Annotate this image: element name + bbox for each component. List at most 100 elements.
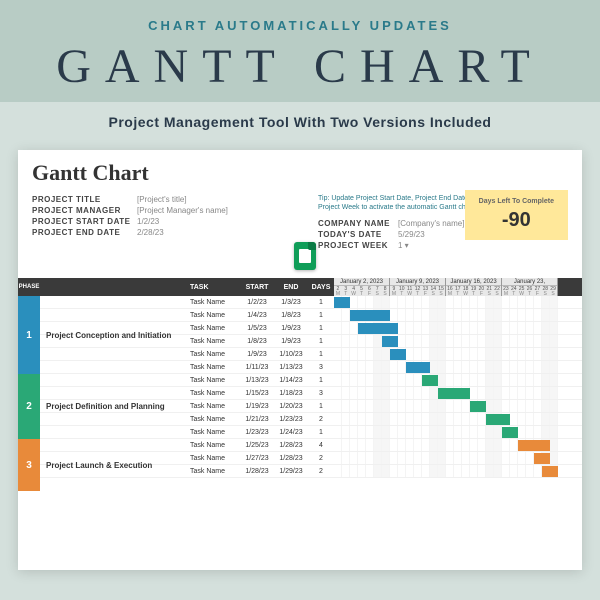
grid-row bbox=[334, 452, 582, 465]
meta-value[interactable]: 5/29/23 bbox=[398, 230, 425, 239]
task-end: 1/8/23 bbox=[274, 312, 308, 319]
task-start: 1/5/23 bbox=[240, 325, 274, 332]
task-start: 1/4/23 bbox=[240, 312, 274, 319]
task-name: Task Name bbox=[190, 364, 240, 371]
gantt-bar[interactable] bbox=[486, 414, 510, 425]
google-sheets-icon bbox=[294, 242, 316, 270]
task-start: 1/8/23 bbox=[240, 338, 274, 345]
day-cell: 10T bbox=[398, 286, 406, 296]
phase-number-block: 2 bbox=[18, 374, 40, 439]
days-left-box: Days Left To Complete -90 bbox=[465, 190, 568, 240]
grid-row bbox=[334, 387, 582, 400]
meta-label: PROJECT END DATE bbox=[32, 228, 137, 237]
grid-row bbox=[334, 400, 582, 413]
task-start: 1/23/23 bbox=[240, 429, 274, 436]
task-days: 1 bbox=[308, 377, 334, 384]
task-end: 1/28/23 bbox=[274, 442, 308, 449]
task-name: Task Name bbox=[190, 325, 240, 332]
day-cell: 21S bbox=[485, 286, 493, 296]
day-cell: 7S bbox=[373, 286, 381, 296]
week-block: January 2, 20232M3T4W5T6F7S8S bbox=[334, 278, 390, 296]
gantt-bar[interactable] bbox=[390, 349, 406, 360]
task-name: Task Name bbox=[190, 403, 240, 410]
task-name: Task Name bbox=[190, 338, 240, 345]
task-start: 1/9/23 bbox=[240, 351, 274, 358]
task-end: 1/9/23 bbox=[274, 325, 308, 332]
grid-row bbox=[334, 374, 582, 387]
task-days: 1 bbox=[308, 325, 334, 332]
meta-value[interactable]: [Project Manager's name] bbox=[137, 206, 228, 215]
task-days: 1 bbox=[308, 351, 334, 358]
grid-row bbox=[334, 348, 582, 361]
week-block: January 16, 202316M17T18W19T20F21S22S bbox=[446, 278, 502, 296]
days-left-label: Days Left To Complete bbox=[479, 198, 554, 205]
task-days: 2 bbox=[308, 455, 334, 462]
task-days: 2 bbox=[308, 416, 334, 423]
header-subtitle-2: Project Management Tool With Two Version… bbox=[0, 102, 600, 150]
col-end: END bbox=[274, 284, 308, 291]
day-cell: 25W bbox=[518, 286, 526, 296]
day-cell: 13F bbox=[421, 286, 429, 296]
gantt-bar[interactable] bbox=[542, 466, 558, 477]
gantt-bar[interactable] bbox=[470, 401, 486, 412]
task-name: Task Name bbox=[190, 442, 240, 449]
day-cell: 19T bbox=[470, 286, 478, 296]
meta-label: PROJECT MANAGER bbox=[32, 206, 137, 215]
meta-value[interactable]: 1 ▾ bbox=[398, 241, 409, 250]
phase-number-block: 3 bbox=[18, 439, 40, 491]
gantt-bar[interactable] bbox=[382, 336, 398, 347]
task-days: 3 bbox=[308, 390, 334, 397]
gantt-bar[interactable] bbox=[334, 297, 350, 308]
meta-value[interactable]: [Project's title] bbox=[137, 195, 187, 204]
gantt-bar[interactable] bbox=[422, 375, 438, 386]
task-start: 1/25/23 bbox=[240, 442, 274, 449]
sheet-title: Gantt Chart bbox=[18, 150, 582, 194]
day-cell: 18W bbox=[462, 286, 470, 296]
week-label: January 16, 2023 bbox=[446, 278, 501, 286]
grid-row bbox=[334, 361, 582, 374]
grid-row bbox=[334, 426, 582, 439]
task-days: 1 bbox=[308, 403, 334, 410]
gantt-bar[interactable] bbox=[502, 427, 518, 438]
week-block: January 9, 20239M10T11W12T13F14S15S bbox=[390, 278, 446, 296]
day-cell: 23M bbox=[502, 286, 510, 296]
task-start: 1/2/23 bbox=[240, 299, 274, 306]
day-cell: 15S bbox=[437, 286, 445, 296]
task-days: 2 bbox=[308, 468, 334, 475]
gantt-bar[interactable] bbox=[358, 323, 398, 334]
day-cell: 29S bbox=[549, 286, 557, 296]
task-name: Task Name bbox=[190, 312, 240, 319]
day-cell: 11W bbox=[406, 286, 414, 296]
task-end: 1/24/23 bbox=[274, 429, 308, 436]
grid-row bbox=[334, 322, 582, 335]
gantt-bar[interactable] bbox=[350, 310, 390, 321]
meta-label: COMPANY NAME bbox=[318, 219, 398, 228]
gantt-bar[interactable] bbox=[518, 440, 550, 451]
grid-row bbox=[334, 296, 582, 309]
meta-row: PROJECT WEEK1 ▾ bbox=[318, 240, 498, 251]
task-start: 1/19/23 bbox=[240, 403, 274, 410]
task-name: Task Name bbox=[190, 351, 240, 358]
meta-value[interactable]: 2/28/23 bbox=[137, 228, 164, 237]
task-end: 1/20/23 bbox=[274, 403, 308, 410]
day-cell: 12T bbox=[414, 286, 422, 296]
meta-label: PROJECT START DATE bbox=[32, 217, 137, 226]
week-block: January 23,23M24T25W26T27F28S29S bbox=[502, 278, 558, 296]
grid-row bbox=[334, 439, 582, 452]
gantt-bar[interactable] bbox=[438, 388, 470, 399]
task-end: 1/28/23 bbox=[274, 455, 308, 462]
task-days: 4 bbox=[308, 442, 334, 449]
gantt-area: PHASE TASK START END DAYS January 2, 202… bbox=[18, 278, 582, 570]
phase-name: Project Conception and Initiation bbox=[40, 296, 190, 374]
task-start: 1/13/23 bbox=[240, 377, 274, 384]
task-end: 1/3/23 bbox=[274, 299, 308, 306]
meta-value[interactable]: 1/2/23 bbox=[137, 217, 159, 226]
task-days: 1 bbox=[308, 299, 334, 306]
meta-value[interactable]: [Company's name] bbox=[398, 219, 464, 228]
day-cell: 9M bbox=[390, 286, 398, 296]
gantt-bar[interactable] bbox=[406, 362, 430, 373]
gantt-bar[interactable] bbox=[534, 453, 550, 464]
day-cell: 4W bbox=[350, 286, 358, 296]
task-name: Task Name bbox=[190, 416, 240, 423]
task-name: Task Name bbox=[190, 299, 240, 306]
